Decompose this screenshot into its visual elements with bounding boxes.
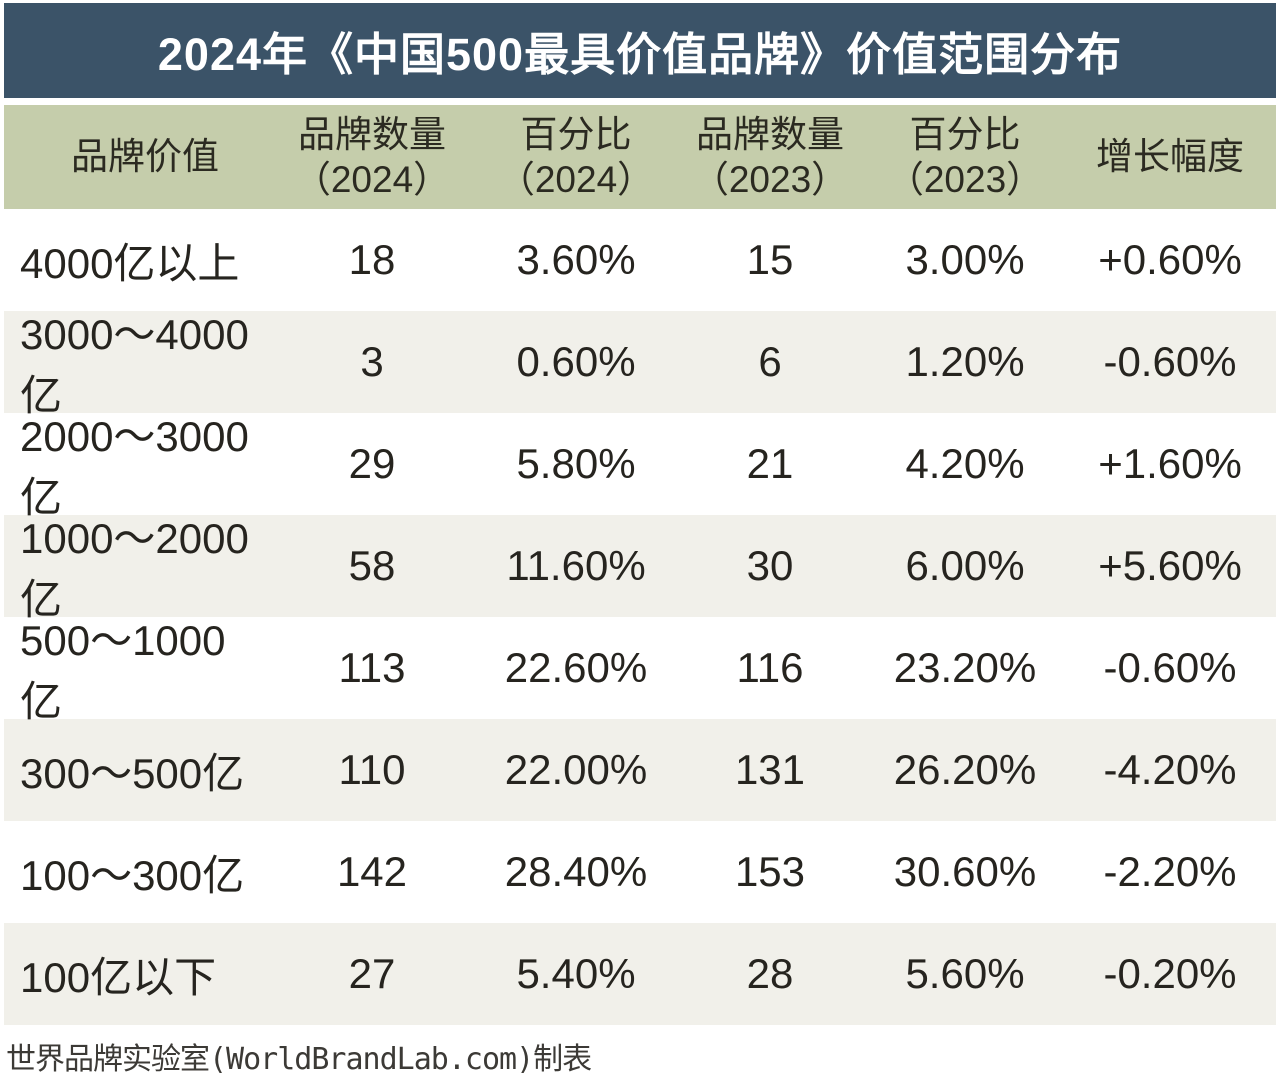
brand-value-range: 100～300亿 (20, 851, 245, 899)
brand-value-range: 4000亿以上 (20, 239, 240, 287)
count-2024: 58 (348, 542, 396, 589)
header-growth: 增长幅度 (1064, 134, 1276, 179)
table-row: 300～500亿 110 22.00% 131 26.20% -4.20% (4, 719, 1276, 821)
table-row: 3000～4000亿 3 0.60% 6 1.20% -0.60% (4, 311, 1276, 419)
table-title-bar: 2024年《中国500最具价值品牌》价值范围分布 (4, 3, 1276, 98)
data-table: 品牌价值 品牌数量 （2024） 百分比 （2024） 品牌数量 （2023） … (4, 105, 1276, 1025)
table-row: 4000亿以上 18 3.60% 15 3.00% +0.60% (4, 209, 1276, 311)
header-pct-2023: 百分比 （2023） (866, 112, 1064, 202)
pct-2023: 5.60% (905, 950, 1025, 997)
header-label-line1: 百分比 (909, 113, 1021, 155)
pct-2023: 1.20% (905, 338, 1025, 385)
brand-value-range: 1000～2000亿 (20, 515, 249, 623)
count-2024: 142 (336, 848, 408, 895)
growth: -2.20% (1103, 848, 1237, 895)
brand-value-range: 500～1000亿 (20, 617, 226, 725)
header-label-line1: 品牌数量 (696, 113, 844, 155)
header-pct-2024: 百分比 （2024） (478, 112, 674, 202)
pct-2023: 26.20% (893, 746, 1037, 793)
brand-value-range: 100亿以下 (20, 953, 217, 1001)
table-row: 1000～2000亿 58 11.60% 30 6.00% +5.60% (4, 515, 1276, 623)
header-label-line2: （2024） (497, 159, 655, 200)
header-label-line2: （2023） (886, 159, 1044, 200)
pct-2023: 30.60% (893, 848, 1037, 895)
pct-2024: 22.60% (504, 644, 648, 691)
header-label: 增长幅度 (1096, 136, 1244, 178)
header-label-line2: （2023） (691, 159, 849, 200)
pct-2023: 3.00% (905, 236, 1025, 283)
pct-2024: 28.40% (504, 848, 648, 895)
header-count-2024: 品牌数量 （2024） (266, 112, 478, 202)
header-label-line2: （2024） (293, 159, 451, 200)
brand-value-range: 300～500亿 (20, 749, 245, 797)
growth: -4.20% (1103, 746, 1237, 793)
pct-2024: 11.60% (506, 542, 646, 589)
table-row: 500～1000亿 113 22.60% 116 23.20% -0.60% (4, 617, 1276, 725)
count-2023: 28 (746, 950, 794, 997)
pct-2023: 6.00% (905, 542, 1025, 589)
count-2023: 30 (746, 542, 794, 589)
growth: -0.60% (1103, 644, 1237, 691)
pct-2024: 22.00% (504, 746, 648, 793)
count-2023: 21 (746, 440, 794, 487)
source-credit: 世界品牌实验室(WorldBrandLab.com)制表 (6, 1042, 592, 1077)
growth: -0.60% (1103, 338, 1237, 385)
table-row: 100～300亿 142 28.40% 153 30.60% -2.20% (4, 821, 1276, 923)
count-2023: 131 (734, 746, 806, 793)
header-brand-value: 品牌价值 (4, 134, 266, 179)
pct-2023: 4.20% (905, 440, 1025, 487)
growth: +1.60% (1098, 440, 1242, 487)
count-2023: 153 (734, 848, 806, 895)
pct-2024: 5.40% (516, 950, 636, 997)
count-2024: 18 (348, 236, 396, 283)
header-label: 品牌价值 (71, 136, 219, 178)
count-2023: 6 (758, 338, 782, 385)
table-row: 2000～3000亿 29 5.80% 21 4.20% +1.60% (4, 413, 1276, 521)
header-label-line1: 品牌数量 (298, 113, 446, 155)
count-2024: 3 (360, 338, 384, 385)
count-2023: 15 (746, 236, 794, 283)
count-2024: 113 (338, 644, 406, 691)
pct-2023: 23.20% (893, 644, 1037, 691)
header-count-2023: 品牌数量 （2023） (674, 112, 866, 202)
growth: +0.60% (1098, 236, 1242, 283)
growth: -0.20% (1103, 950, 1237, 997)
brand-value-range: 2000～3000亿 (20, 413, 249, 521)
table-header-row: 品牌价值 品牌数量 （2024） 百分比 （2024） 品牌数量 （2023） … (4, 105, 1276, 209)
count-2024: 27 (348, 950, 396, 997)
count-2023: 116 (736, 644, 804, 691)
growth: +5.60% (1098, 542, 1242, 589)
brand-value-range: 3000～4000亿 (20, 311, 249, 419)
header-label-line1: 百分比 (520, 113, 632, 155)
count-2024: 110 (338, 746, 406, 793)
page-title: 2024年《中国500最具价值品牌》价值范围分布 (157, 29, 1123, 80)
count-2024: 29 (348, 440, 396, 487)
pct-2024: 3.60% (516, 236, 636, 283)
table-row: 100亿以下 27 5.40% 28 5.60% -0.20% (4, 923, 1276, 1025)
pct-2024: 5.80% (516, 440, 636, 487)
pct-2024: 0.60% (516, 338, 636, 385)
